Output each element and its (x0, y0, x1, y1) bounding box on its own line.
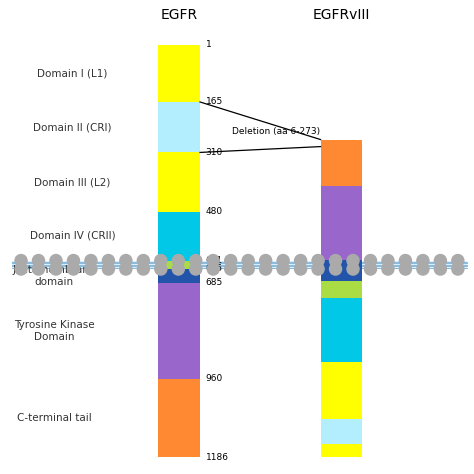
Circle shape (172, 263, 184, 275)
Text: 310: 310 (206, 148, 223, 157)
Text: Domain I (L1): Domain I (L1) (37, 68, 108, 79)
Circle shape (242, 255, 254, 267)
Text: 645: 645 (206, 264, 223, 273)
Circle shape (190, 263, 202, 275)
Bar (158, 102, 200, 153)
Circle shape (33, 255, 45, 267)
Text: EGFR: EGFR (161, 8, 198, 21)
Text: 621: 621 (206, 256, 223, 265)
Circle shape (347, 263, 359, 275)
Text: Juxtamembrane
domain: Juxtamembrane domain (12, 265, 96, 287)
Circle shape (347, 255, 359, 267)
Circle shape (67, 255, 80, 267)
Bar (12, 261, 466, 269)
Circle shape (207, 255, 219, 267)
Text: Tyrosine Kinase
Domain: Tyrosine Kinase Domain (14, 320, 94, 342)
Circle shape (15, 255, 27, 267)
Bar (320, 445, 362, 457)
Circle shape (33, 263, 45, 275)
Circle shape (137, 263, 149, 275)
Text: 960: 960 (206, 374, 223, 383)
Bar (158, 45, 200, 102)
Circle shape (277, 263, 289, 275)
Circle shape (85, 263, 97, 275)
Circle shape (452, 263, 464, 275)
Bar (320, 419, 362, 445)
Circle shape (294, 255, 307, 267)
Circle shape (312, 263, 324, 275)
Circle shape (190, 255, 202, 267)
Circle shape (120, 255, 132, 267)
Bar (158, 211, 200, 261)
Bar (158, 379, 200, 457)
Circle shape (137, 255, 149, 267)
Circle shape (417, 263, 429, 275)
Circle shape (242, 263, 254, 275)
Circle shape (172, 255, 184, 267)
Circle shape (365, 255, 376, 267)
Circle shape (400, 263, 411, 275)
Bar (158, 153, 200, 211)
Circle shape (365, 263, 376, 275)
Text: C-terminal tail: C-terminal tail (17, 413, 91, 423)
Text: Deletion (aa 6-273): Deletion (aa 6-273) (232, 128, 320, 137)
Circle shape (120, 263, 132, 275)
Circle shape (155, 255, 167, 267)
Circle shape (382, 255, 394, 267)
Circle shape (85, 255, 97, 267)
Circle shape (312, 255, 324, 267)
Bar (320, 186, 362, 260)
Bar (320, 139, 362, 186)
Circle shape (294, 263, 307, 275)
Circle shape (329, 255, 342, 267)
Text: Domain II (CRI): Domain II (CRI) (33, 122, 112, 132)
Circle shape (260, 255, 272, 267)
Circle shape (50, 263, 62, 275)
Bar (320, 298, 362, 362)
Circle shape (382, 263, 394, 275)
Circle shape (207, 263, 219, 275)
Circle shape (155, 263, 167, 275)
Bar (158, 261, 200, 269)
Circle shape (434, 263, 447, 275)
Circle shape (225, 263, 237, 275)
Bar (158, 269, 200, 283)
Circle shape (50, 255, 62, 267)
Bar (158, 283, 200, 379)
Text: 1186: 1186 (206, 453, 228, 462)
Circle shape (434, 255, 447, 267)
Circle shape (277, 255, 289, 267)
Circle shape (102, 263, 114, 275)
Text: 480: 480 (206, 207, 223, 216)
Circle shape (225, 255, 237, 267)
Circle shape (102, 255, 114, 267)
Text: 1: 1 (206, 40, 211, 49)
Text: 165: 165 (206, 98, 223, 107)
Circle shape (15, 263, 27, 275)
Bar (320, 281, 362, 298)
Text: Domain IV (CRII): Domain IV (CRII) (30, 231, 115, 241)
Circle shape (452, 255, 464, 267)
Circle shape (329, 263, 342, 275)
Circle shape (417, 255, 429, 267)
Circle shape (260, 263, 272, 275)
Text: 685: 685 (206, 278, 223, 287)
Bar (320, 260, 362, 281)
Circle shape (400, 255, 411, 267)
Bar (320, 362, 362, 419)
Text: Domain III (L2): Domain III (L2) (35, 177, 111, 187)
Text: EGFRvIII: EGFRvIII (313, 8, 370, 21)
Circle shape (67, 263, 80, 275)
